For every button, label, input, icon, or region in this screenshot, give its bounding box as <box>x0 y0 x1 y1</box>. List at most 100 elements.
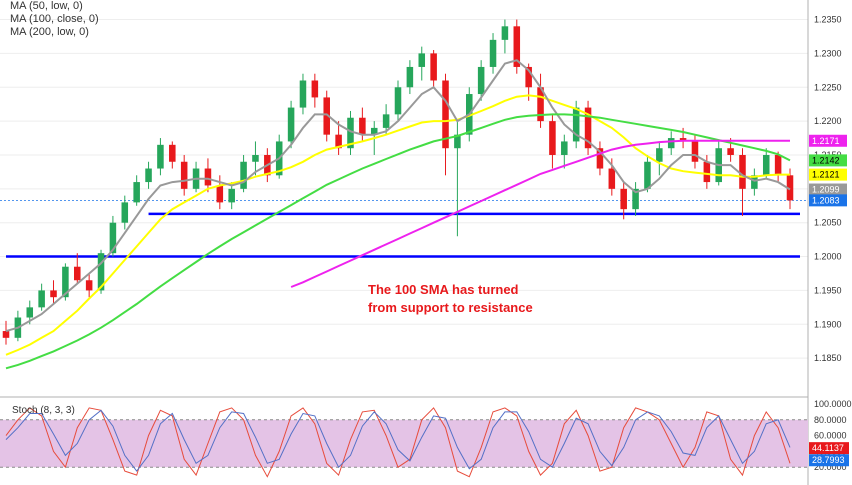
ma-line <box>5 113 791 370</box>
stoch-label: Stoch (8, 3, 3) <box>12 405 75 416</box>
price-tick-label: 1.2000 <box>814 252 842 262</box>
candle-body <box>347 117 354 149</box>
candle-body <box>406 66 414 88</box>
indicator-legend: MA (50, low, 0) MA (100, close, 0) MA (2… <box>10 0 99 39</box>
price-tick-label: 1.2350 <box>814 15 842 25</box>
moving-averages <box>5 59 791 370</box>
candle-body <box>180 161 188 189</box>
support-lines <box>6 212 800 258</box>
candle-body <box>97 253 105 291</box>
stoch-line <box>5 407 791 478</box>
price-tag-label: 1.2121 <box>812 170 840 180</box>
stoch-price-tag <box>809 442 849 455</box>
price-tag <box>809 154 847 167</box>
candle-body <box>323 97 330 135</box>
candle-body <box>252 154 259 162</box>
stoch-overbought-oversold-band <box>0 419 808 468</box>
candle-body <box>38 290 45 308</box>
stoch-tick-label: 20.0000 <box>814 462 847 472</box>
candle-body <box>525 66 532 88</box>
price-tick-label: 1.2250 <box>814 82 842 92</box>
candle-body <box>667 138 675 149</box>
price-tag-label: 1.2142 <box>812 155 840 165</box>
candle-body <box>703 161 711 183</box>
candle-body <box>644 161 651 189</box>
candle-body <box>537 87 544 122</box>
candle-body <box>133 182 140 203</box>
candle-body <box>739 154 746 189</box>
candle-body <box>311 80 319 98</box>
annotation-line-2: from support to resistance <box>368 300 533 315</box>
candle-body <box>501 26 509 40</box>
price-tick-label: 1.1950 <box>814 285 842 295</box>
candle-body <box>762 154 770 176</box>
stoch-line <box>5 409 791 472</box>
candle-body <box>240 161 247 189</box>
candle-body <box>572 107 580 142</box>
ma-line <box>5 59 791 333</box>
candle-body <box>204 168 212 186</box>
annotation-line-1: The 100 SMA has turned <box>368 282 519 297</box>
candle-body <box>145 168 152 183</box>
price-tag <box>809 194 847 207</box>
price-tick-label: 1.2300 <box>814 48 842 58</box>
candle-body <box>679 138 687 142</box>
candle-body <box>584 107 592 149</box>
price-tag <box>809 168 847 181</box>
candle-body <box>62 266 69 298</box>
price-tag <box>809 183 847 196</box>
candle-body <box>418 53 426 67</box>
candle-body <box>359 117 366 135</box>
stoch-tick-label: 100.0000 <box>814 399 852 409</box>
candle-body <box>335 134 342 149</box>
candle-body <box>632 188 639 210</box>
candle-body <box>157 144 164 169</box>
candle-body <box>74 266 81 281</box>
candle-body <box>287 107 295 142</box>
candle-body <box>169 144 176 162</box>
stoch-price-tag-label: 28.7993 <box>812 455 845 465</box>
candle-body <box>370 127 378 135</box>
candle-body <box>786 175 794 201</box>
price-tick-label: 1.2050 <box>814 218 842 228</box>
candle-body <box>608 168 616 189</box>
candle-body <box>561 141 568 155</box>
candle-body <box>751 175 758 189</box>
candle-body <box>620 188 627 210</box>
stoch-lines <box>5 407 791 478</box>
candle-body <box>382 114 390 128</box>
ma-line <box>290 139 790 288</box>
candle-body <box>216 185 224 203</box>
candle-body <box>513 26 521 67</box>
candle-body <box>50 290 57 298</box>
candle-body <box>489 39 497 67</box>
candle-body <box>394 87 402 115</box>
price-tag <box>809 134 847 147</box>
stoch-band <box>0 419 808 468</box>
candle-body <box>774 154 782 176</box>
legend-ma200: MA (200, low, 0) <box>10 26 89 38</box>
price-tag-label: 1.2171 <box>812 136 840 146</box>
stoch-price-tags: 44.1137 28.7993 <box>809 442 849 467</box>
candle-body <box>85 280 93 291</box>
price-tag-label: 1.2099 <box>812 185 840 195</box>
stoch-tick-label: 80.0000 <box>814 415 847 425</box>
stoch-tick-label: 60.0000 <box>814 431 847 441</box>
candle-body <box>596 148 604 169</box>
candle-body <box>430 53 437 81</box>
stoch-price-tag-label: 44.1137 <box>812 443 844 453</box>
price-tick-label: 1.2200 <box>814 116 842 126</box>
candle-body <box>228 188 235 203</box>
candle-body <box>299 80 307 108</box>
candle-body <box>727 148 734 155</box>
price-tag-label: 1.2083 <box>812 195 840 205</box>
candle-body <box>121 202 129 223</box>
candle-body <box>442 80 449 149</box>
stoch-price-tag <box>809 454 849 467</box>
candle-body <box>656 148 663 162</box>
price-tick-label: 1.1850 <box>814 353 842 363</box>
legend-ma100: MA (100, close, 0) <box>10 13 99 25</box>
legend-ma50: MA (50, low, 0) <box>10 0 83 12</box>
